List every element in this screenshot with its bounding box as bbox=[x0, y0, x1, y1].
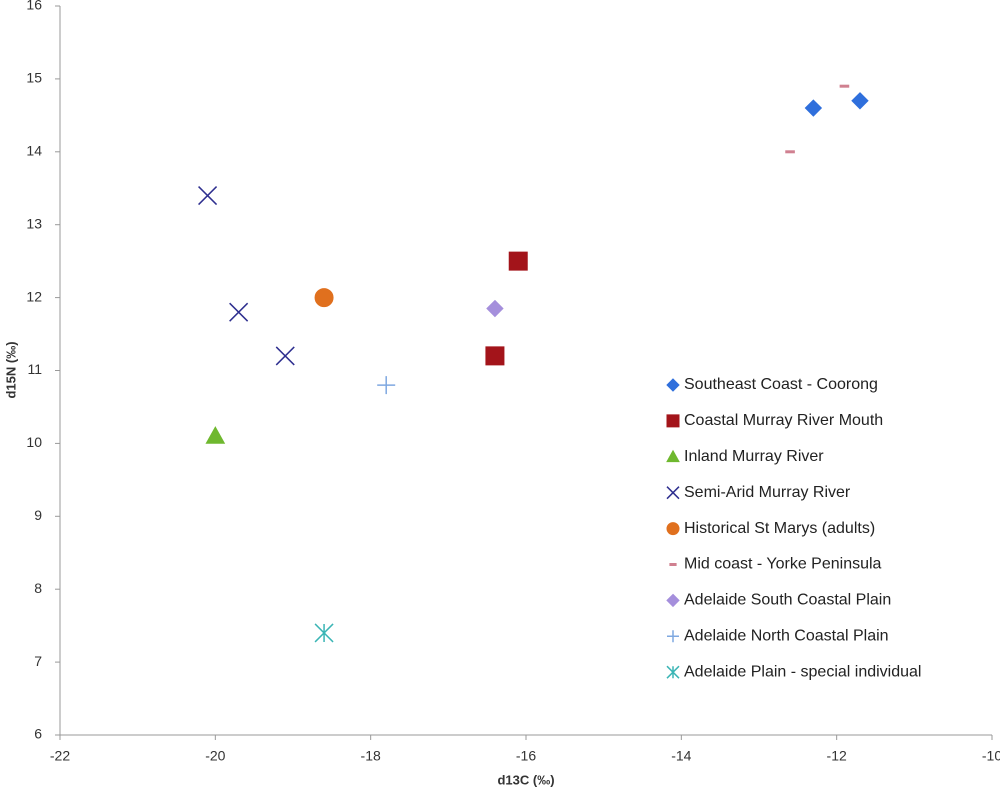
point bbox=[198, 186, 218, 206]
legend-marker bbox=[666, 665, 680, 679]
point bbox=[205, 426, 226, 444]
legend-marker bbox=[666, 593, 680, 608]
y-tick-label: 10 bbox=[26, 434, 42, 450]
point bbox=[377, 376, 396, 395]
x-tick-label: -10 bbox=[982, 748, 1000, 764]
legend-label: Coastal Murray River Mouth bbox=[684, 412, 883, 429]
y-tick-label: 15 bbox=[26, 70, 42, 86]
point bbox=[314, 623, 334, 643]
legend-label: Inland Murray River bbox=[684, 448, 824, 465]
point bbox=[486, 299, 504, 318]
y-axis-title: d15N (‰) bbox=[3, 341, 18, 398]
legend-label: Southeast Coast - Coorong bbox=[684, 376, 878, 393]
x-tick-label: -16 bbox=[516, 748, 536, 764]
x-tick-label: -20 bbox=[205, 748, 225, 764]
legend-marker bbox=[666, 522, 680, 536]
legend-marker bbox=[666, 486, 680, 500]
legend-label: Adelaide South Coastal Plain bbox=[684, 592, 891, 609]
point bbox=[851, 92, 869, 110]
legend-label: Mid coast - Yorke Peninsula bbox=[684, 556, 882, 573]
point bbox=[508, 251, 528, 271]
x-tick-label: -18 bbox=[361, 748, 381, 764]
legend-label: Historical St Marys (adults) bbox=[684, 520, 875, 537]
point bbox=[275, 346, 295, 366]
legend-marker bbox=[666, 414, 680, 428]
y-tick-label: 9 bbox=[34, 507, 42, 523]
point bbox=[804, 99, 823, 117]
point bbox=[485, 346, 505, 366]
y-tick-label: 6 bbox=[34, 726, 42, 742]
legend-label: Adelaide North Coastal Plain bbox=[684, 628, 889, 645]
legend-label: Adelaide Plain - special individual bbox=[684, 663, 921, 680]
y-tick-label: 16 bbox=[26, 0, 42, 13]
legend-marker bbox=[666, 449, 680, 463]
x-tick-label: -14 bbox=[671, 748, 691, 764]
x-tick-label: -12 bbox=[827, 748, 847, 764]
y-tick-label: 11 bbox=[27, 361, 42, 377]
y-tick-label: 12 bbox=[26, 288, 42, 304]
x-tick-label: -22 bbox=[50, 748, 70, 764]
x-axis-title: d13C (‰) bbox=[497, 772, 554, 787]
legend-marker bbox=[666, 378, 680, 392]
y-tick-label: 14 bbox=[26, 143, 42, 159]
legend-label: Semi-Arid Murray River bbox=[684, 484, 851, 501]
y-tick-label: 7 bbox=[34, 653, 42, 669]
legend-marker bbox=[667, 630, 679, 643]
point bbox=[314, 288, 334, 308]
y-tick-label: 8 bbox=[34, 580, 42, 596]
point bbox=[229, 302, 249, 322]
y-tick-label: 13 bbox=[26, 215, 42, 231]
